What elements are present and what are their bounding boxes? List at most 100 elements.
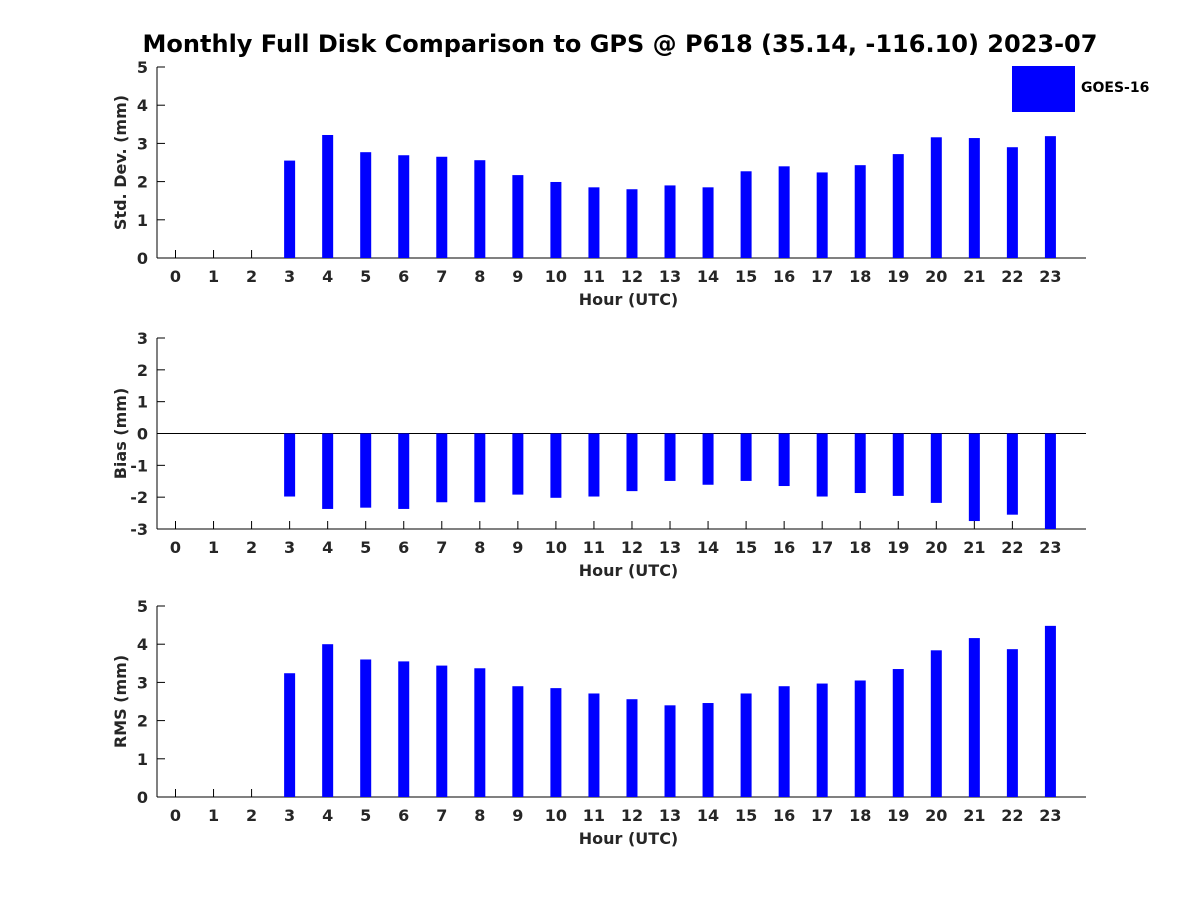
panel-3-bar-hour-22 [1006,649,1018,797]
panel-3-bar-hour-23 [1044,625,1056,797]
panel-3-y-axis-label: RMS (mm) [111,655,130,748]
panel-3-bar-hour-16 [778,686,790,797]
panel-2-bar-hour-20 [930,433,942,503]
panel-2-bar-hour-17 [816,433,828,497]
panel-2-xtick-label: 21 [963,538,985,557]
panel-2-xtick-label: 11 [583,538,605,557]
panel-1-bar-hour-14 [702,187,714,258]
panel-1-xtick-label: 11 [583,267,605,286]
panel-3-bar-hour-7 [436,665,448,797]
panel-2-xtick-label: 23 [1039,538,1061,557]
panel-3-bar-hour-12 [626,699,638,797]
panel-1-xtick-label: 23 [1039,267,1061,286]
panel-2-bar-hour-7 [436,433,448,503]
panel-1-xtick-label: 4 [322,267,333,286]
panel-2-ytick-label: -3 [130,520,148,539]
panel-2-ytick-label: 3 [137,329,148,348]
panel-3-bar-hour-6 [398,661,410,797]
panel-3-bar-hour-21 [968,638,980,797]
panel-3-xtick-label: 2 [246,806,257,825]
panel-1-xtick-label: 20 [925,267,947,286]
panel-3-ytick-label: 5 [137,597,148,616]
panel-3-xtick-label: 17 [811,806,833,825]
panel-1-xtick-label: 1 [208,267,219,286]
panel-3-x-axis-label: Hour (UTC) [579,829,679,848]
panel-2-xtick-label: 20 [925,538,947,557]
panel-2-bar-hour-18 [854,433,866,494]
panel-1-y-axis-label: Std. Dev. (mm) [111,95,130,230]
panel-3-xtick-label: 9 [512,806,523,825]
legend-label-goes16: GOES-16 [1081,80,1150,96]
panel-1-xtick-label: 14 [697,267,719,286]
panel-2-xtick-label: 14 [697,538,719,557]
panel-3-bar-hour-3 [284,673,296,797]
panel-1-ytick-label: 2 [137,173,148,192]
panel-1-bar-hour-18 [854,165,866,258]
panel-1-xtick-label: 6 [398,267,409,286]
panel-1-bar-hour-8 [474,160,486,258]
panel-1-bar-hour-19 [892,154,904,258]
panel-1-bar-hour-21 [968,138,980,258]
panel-3-bar-hour-11 [588,693,600,797]
panel-3-xtick-label: 15 [735,806,757,825]
panel-2-xtick-label: 4 [322,538,333,557]
panel-2-xtick-label: 1 [208,538,219,557]
panel-3-bar-hour-18 [854,680,866,797]
panel-2-x-axis-label: Hour (UTC) [579,561,679,580]
panel-3-ytick-label: 4 [137,635,148,654]
panel-3-xtick-label: 1 [208,806,219,825]
panel-1-xtick-label: 18 [849,267,871,286]
panel-3-xtick-label: 6 [398,806,409,825]
panel-3-bar-hour-5 [360,659,372,797]
panel-2-bar-hour-16 [778,433,790,487]
panel-1-bar-hour-6 [398,155,410,258]
panel-1-bar-hour-17 [816,172,828,258]
panel-1-xtick-label: 12 [621,267,643,286]
panel-2-bar-hour-19 [892,433,904,496]
panel-1-bar-hour-9 [512,175,524,258]
panel-3-xtick-label: 0 [170,806,181,825]
panel-1-ytick-label: 3 [137,134,148,153]
panel-3-xtick-label: 19 [887,806,909,825]
panel-2-bar-hour-14 [702,433,714,485]
panel-3-xtick-label: 14 [697,806,719,825]
panel-1-xtick-label: 8 [474,267,485,286]
panel-2-ytick-label: -1 [130,456,148,475]
panel-3-xtick-label: 11 [583,806,605,825]
panel-1-bar-hour-11 [588,187,600,258]
panel-2-xtick-label: 2 [246,538,257,557]
panel-3-xtick-label: 18 [849,806,871,825]
panel-2-bar-hour-3 [284,433,296,497]
panel-3-xtick-label: 4 [322,806,333,825]
panel-1-xtick-label: 2 [246,267,257,286]
panel-2-xtick-label: 18 [849,538,871,557]
panel-2-bar-hour-12 [626,433,638,492]
panel-2-bar-hour-22 [1006,433,1018,515]
panel-3-bar-hour-9 [512,686,524,797]
panel-3-ytick-label: 1 [137,750,148,769]
panel-3-bar-hour-8 [474,668,486,797]
panel-1-bar-hour-16 [778,166,790,258]
panel-2-bar-hour-13 [664,433,676,481]
panel-3-xtick-label: 5 [360,806,371,825]
panel-3-bar-hour-19 [892,669,904,797]
panel-2-bar-hour-5 [360,433,372,508]
panel-2-y-axis-label: Bias (mm) [111,388,130,480]
panel-3-ytick-label: 0 [137,788,148,807]
panel-1-x-axis-label: Hour (UTC) [579,290,679,309]
panel-2-bar-hour-10 [550,433,562,498]
panel-3-xtick-label: 8 [474,806,485,825]
panel-2-xtick-label: 12 [621,538,643,557]
panel-1-bar-hour-7 [436,156,448,258]
panel-3-xtick-label: 10 [545,806,567,825]
panel-2-xtick-label: 17 [811,538,833,557]
panel-1-xtick-label: 3 [284,267,295,286]
panel-2-xtick-label: 10 [545,538,567,557]
panel-3-xtick-label: 23 [1039,806,1061,825]
panel-3-ytick-label: 2 [137,712,148,731]
panel-3-xtick-label: 13 [659,806,681,825]
panel-2-xtick-label: 22 [1001,538,1023,557]
panel-2-bar-hour-15 [740,433,752,481]
panel-1-bar-hour-5 [360,152,372,258]
